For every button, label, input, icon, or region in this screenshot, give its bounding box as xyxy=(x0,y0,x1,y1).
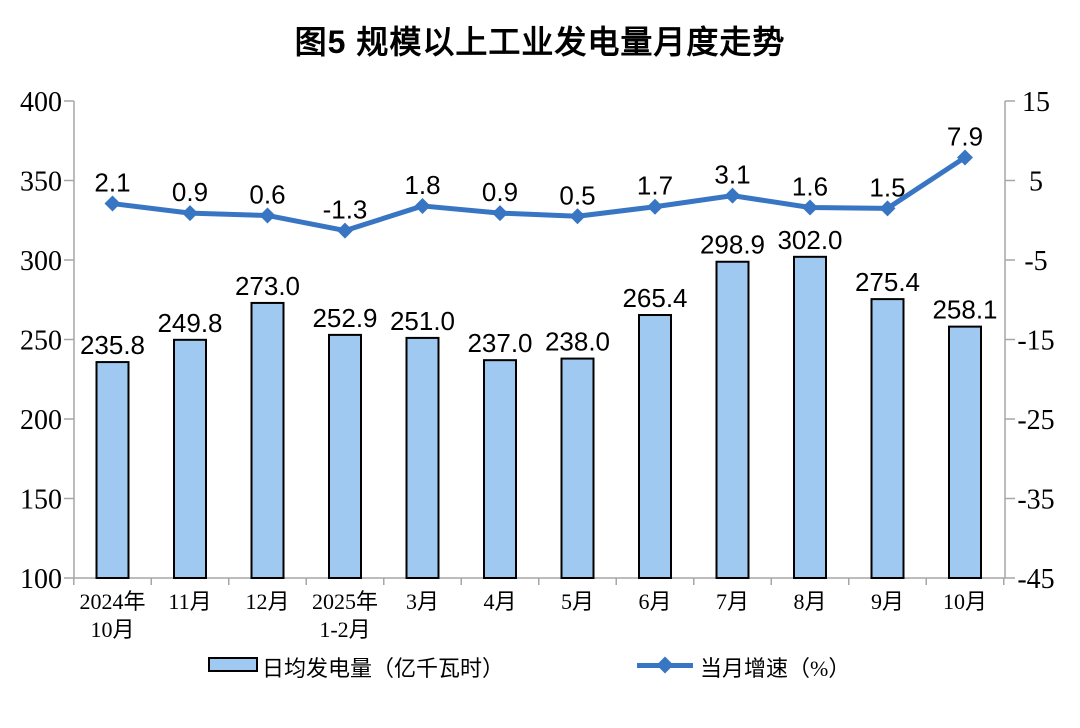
bar xyxy=(638,314,672,579)
x-axis-category-label: 4月 xyxy=(483,589,516,614)
bar-value-label: 251.0 xyxy=(390,306,455,336)
line-marker xyxy=(492,205,508,222)
x-axis-category-label: 10月 xyxy=(943,589,987,614)
y-axis-right-tick-label: 15 xyxy=(1022,87,1050,118)
line-value-label: 7.9 xyxy=(947,121,983,151)
line-marker xyxy=(569,208,586,225)
bar xyxy=(948,325,982,579)
bar xyxy=(793,255,827,579)
y-axis-left-tick-label: 300 xyxy=(20,246,62,277)
bar-value-label: 252.9 xyxy=(312,303,377,333)
x-axis-category-label: 10月 xyxy=(90,617,134,642)
x-axis-category-label: 5月 xyxy=(561,589,594,614)
y-axis-right-tick-label: 5 xyxy=(1029,167,1043,198)
chart-title: 图5 规模以上工业发电量月度走势 xyxy=(294,24,786,60)
y-axis-right-tick-label: -45 xyxy=(1017,564,1054,595)
line-value-label: 1.6 xyxy=(792,172,828,202)
x-axis-category-label: 2024年 xyxy=(79,589,145,614)
line-marker xyxy=(647,198,663,215)
bar xyxy=(173,338,207,579)
x-axis-category-label: 9月 xyxy=(871,589,904,614)
line-value-label: -1.3 xyxy=(323,195,368,225)
line-value-label: 0.5 xyxy=(559,180,595,210)
line-marker xyxy=(414,197,431,214)
y-axis-right-tick-label: -15 xyxy=(1017,326,1054,357)
bar xyxy=(560,357,595,579)
line-marker xyxy=(337,222,353,239)
bar xyxy=(328,333,362,579)
bar-value-label: 273.0 xyxy=(235,271,300,301)
y-axis-left-tick-label: 200 xyxy=(20,405,62,436)
y-axis-left-tick-label: 400 xyxy=(20,87,62,118)
y-axis-left-tick-label: 250 xyxy=(20,326,62,357)
y-axis-left-tick-label: 350 xyxy=(20,167,62,198)
y-axis-right-tick-label: -25 xyxy=(1017,405,1054,436)
line-value-label: 0.9 xyxy=(172,177,208,207)
x-axis-category-label: 1-2月 xyxy=(319,617,370,642)
line-value-label: 0.9 xyxy=(482,177,518,207)
line-value-label: 0.6 xyxy=(249,179,285,209)
bar-value-label: 235.8 xyxy=(80,330,145,360)
x-axis-category-label: 11月 xyxy=(168,589,211,614)
bar-value-label: 298.9 xyxy=(700,230,765,260)
y-axis-right-tick-label: -5 xyxy=(1024,246,1047,277)
growth-line xyxy=(110,154,968,234)
bar-value-label: 258.1 xyxy=(932,295,997,325)
bar xyxy=(870,298,905,579)
y-axis-left-tick-label: 100 xyxy=(20,564,62,595)
y-axis-left-tick-label: 150 xyxy=(20,485,62,516)
line-marker xyxy=(259,207,276,224)
y-axis-right-tick-label: -35 xyxy=(1017,485,1054,516)
bar-value-label: 302.0 xyxy=(777,225,842,255)
line-marker xyxy=(879,200,896,217)
line-value-label: 1.7 xyxy=(637,171,673,201)
x-axis-category-label: 7月 xyxy=(716,589,749,614)
x-axis-category-label: 3月 xyxy=(406,589,439,614)
x-axis-category-label: 6月 xyxy=(638,589,671,614)
line-value-label: 2.1 xyxy=(94,168,130,198)
bar xyxy=(95,361,130,579)
x-axis-category-label: 2025年 xyxy=(312,589,378,614)
bar-value-label: 237.0 xyxy=(467,328,532,358)
bar xyxy=(715,260,750,579)
line-marker xyxy=(104,195,121,212)
line-value-label: 3.1 xyxy=(714,160,750,190)
bar xyxy=(405,336,440,579)
x-axis-category-label: 12月 xyxy=(245,589,289,614)
line-value-label: 1.5 xyxy=(869,172,905,202)
line-marker xyxy=(724,187,741,204)
line-marker xyxy=(802,199,818,216)
x-axis-category-label: 8月 xyxy=(793,589,826,614)
bar-value-label: 249.8 xyxy=(157,308,222,338)
bar-value-label: 265.4 xyxy=(622,283,687,313)
bar-value-label: 275.4 xyxy=(855,267,920,297)
line-marker xyxy=(182,205,198,222)
bar xyxy=(483,359,517,580)
line-value-label: 1.8 xyxy=(404,170,440,200)
line-marker xyxy=(957,149,973,166)
bar-value-label: 238.0 xyxy=(545,327,610,357)
bar xyxy=(250,301,285,579)
